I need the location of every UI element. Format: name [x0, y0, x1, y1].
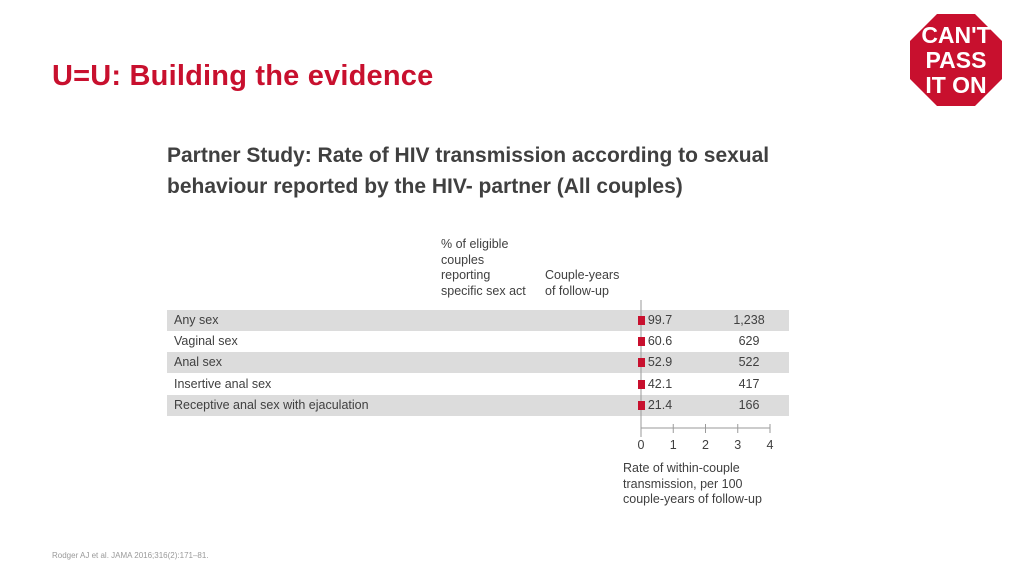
rate-marker: [638, 337, 645, 346]
chart-title: Partner Study: Rate of HIV transmission …: [167, 144, 770, 198]
x-tick-label: 4: [767, 438, 774, 452]
row-percent: 21.4: [647, 398, 673, 412]
row-couple-years: 1,238: [733, 313, 765, 327]
row-couple-years: 522: [738, 355, 760, 369]
row-percent: 42.1: [647, 377, 673, 391]
rate-marker: [638, 316, 645, 325]
row-percent: 99.7: [647, 313, 673, 327]
x-tick-label: 2: [702, 438, 709, 452]
rate-marker: [638, 380, 645, 389]
x-axis-label: Rate of within-couple transmission, per …: [623, 461, 762, 506]
row-percent: 60.6: [647, 334, 673, 348]
x-tick-label: 0: [638, 438, 645, 452]
row-percent: 52.9: [647, 355, 673, 369]
table-row: Insertive anal sex 42.1 417: [167, 374, 789, 395]
footnote: Rodger AJ et al. JAMA 2016;316(2):171–81…: [52, 551, 209, 560]
cant-pass-it-on-logo: CAN'T PASS IT ON: [910, 14, 1002, 106]
slide-title: U=U: Building the evidence: [52, 60, 434, 92]
rate-marker: [638, 401, 645, 410]
column-header-couple-years: Couple-years of follow-up: [545, 268, 620, 298]
table-row: Vaginal sex 60.6 629: [167, 331, 789, 352]
table-row: Anal sex 52.9 522: [167, 352, 789, 373]
row-couple-years: 629: [738, 334, 760, 348]
logo-line-2: PASS: [926, 47, 987, 73]
row-label: Any sex: [174, 313, 219, 327]
row-label: Vaginal sex: [174, 334, 238, 348]
row-couple-years: 417: [738, 377, 760, 391]
row-label: Anal sex: [174, 355, 222, 369]
x-tick-label: 3: [734, 438, 741, 452]
column-header-percent: % of eligible couples reporting specific…: [441, 237, 526, 298]
rate-marker: [638, 358, 645, 367]
row-label: Insertive anal sex: [174, 377, 272, 391]
table-row: Receptive anal sex with ejaculation 21.4…: [167, 395, 789, 416]
logo-line-1: CAN'T: [921, 22, 990, 48]
row-label: Receptive anal sex with ejaculation: [174, 398, 369, 412]
logo-line-3: IT ON: [925, 72, 986, 98]
row-couple-years: 166: [738, 398, 760, 412]
table-row: Any sex 99.7 1,238: [167, 310, 789, 331]
x-tick-label: 1: [670, 438, 677, 452]
